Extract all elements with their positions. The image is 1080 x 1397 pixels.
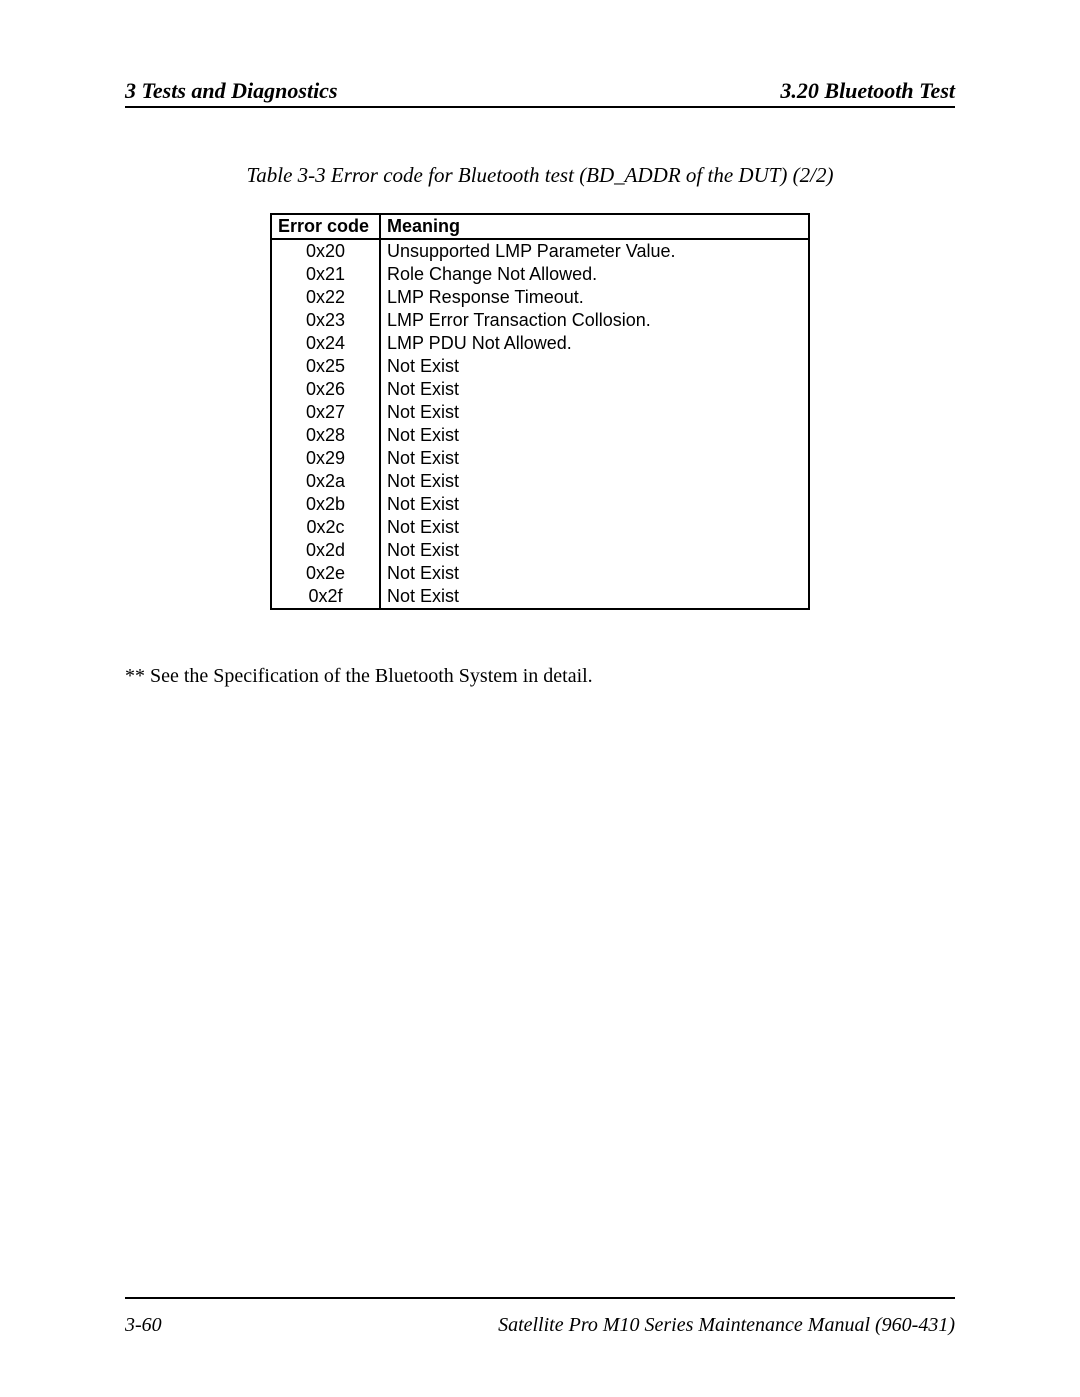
cell-meaning: Not Exist: [380, 562, 809, 585]
cell-meaning: Not Exist: [380, 470, 809, 493]
table-row: 0x23LMP Error Transaction Collosion.: [271, 309, 809, 332]
cell-error-code: 0x21: [271, 263, 380, 286]
cell-error-code: 0x28: [271, 424, 380, 447]
cell-meaning: Not Exist: [380, 378, 809, 401]
cell-meaning: LMP PDU Not Allowed.: [380, 332, 809, 355]
col-error-code: Error code: [271, 214, 380, 239]
cell-error-code: 0x24: [271, 332, 380, 355]
table-row: 0x22LMP Response Timeout.: [271, 286, 809, 309]
header-left: 3 Tests and Diagnostics: [125, 78, 338, 104]
error-code-table: Error code Meaning 0x20Unsupported LMP P…: [270, 213, 810, 610]
cell-meaning: Role Change Not Allowed.: [380, 263, 809, 286]
cell-meaning: Not Exist: [380, 585, 809, 609]
col-meaning: Meaning: [380, 214, 809, 239]
page-header: 3 Tests and Diagnostics 3.20 Bluetooth T…: [125, 78, 955, 108]
table-row: 0x29Not Exist: [271, 447, 809, 470]
page-footer: 3-60 Satellite Pro M10 Series Maintenanc…: [125, 1297, 955, 1337]
cell-error-code: 0x2a: [271, 470, 380, 493]
cell-meaning: LMP Error Transaction Collosion.: [380, 309, 809, 332]
table-row: 0x2eNot Exist: [271, 562, 809, 585]
cell-meaning: LMP Response Timeout.: [380, 286, 809, 309]
cell-error-code: 0x23: [271, 309, 380, 332]
table-row: 0x2dNot Exist: [271, 539, 809, 562]
cell-error-code: 0x29: [271, 447, 380, 470]
cell-meaning: Not Exist: [380, 516, 809, 539]
table-row: 0x2bNot Exist: [271, 493, 809, 516]
footer-manual-title: Satellite Pro M10 Series Maintenance Man…: [498, 1314, 955, 1337]
table-header-row: Error code Meaning: [271, 214, 809, 239]
header-right: 3.20 Bluetooth Test: [780, 78, 955, 104]
cell-error-code: 0x2e: [271, 562, 380, 585]
table-row: 0x26Not Exist: [271, 378, 809, 401]
cell-meaning: Not Exist: [380, 355, 809, 378]
cell-meaning: Not Exist: [380, 539, 809, 562]
cell-meaning: Unsupported LMP Parameter Value.: [380, 239, 809, 263]
table-row: 0x27Not Exist: [271, 401, 809, 424]
table-row: 0x21Role Change Not Allowed.: [271, 263, 809, 286]
footer-page-number: 3-60: [125, 1314, 162, 1337]
table-caption: Table 3-3 Error code for Bluetooth test …: [125, 163, 955, 188]
cell-error-code: 0x2f: [271, 585, 380, 609]
cell-error-code: 0x25: [271, 355, 380, 378]
footnote: ** See the Specification of the Bluetoot…: [125, 665, 955, 688]
table-row: 0x2aNot Exist: [271, 470, 809, 493]
table-row: 0x24LMP PDU Not Allowed.: [271, 332, 809, 355]
cell-error-code: 0x27: [271, 401, 380, 424]
cell-error-code: 0x2b: [271, 493, 380, 516]
cell-meaning: Not Exist: [380, 401, 809, 424]
cell-meaning: Not Exist: [380, 493, 809, 516]
cell-error-code: 0x26: [271, 378, 380, 401]
table-row: 0x20Unsupported LMP Parameter Value.: [271, 239, 809, 263]
cell-meaning: Not Exist: [380, 447, 809, 470]
cell-error-code: 0x2d: [271, 539, 380, 562]
table-row: 0x2cNot Exist: [271, 516, 809, 539]
table-row: 0x2fNot Exist: [271, 585, 809, 609]
table-row: 0x25Not Exist: [271, 355, 809, 378]
cell-error-code: 0x20: [271, 239, 380, 263]
cell-meaning: Not Exist: [380, 424, 809, 447]
cell-error-code: 0x2c: [271, 516, 380, 539]
cell-error-code: 0x22: [271, 286, 380, 309]
table-row: 0x28Not Exist: [271, 424, 809, 447]
